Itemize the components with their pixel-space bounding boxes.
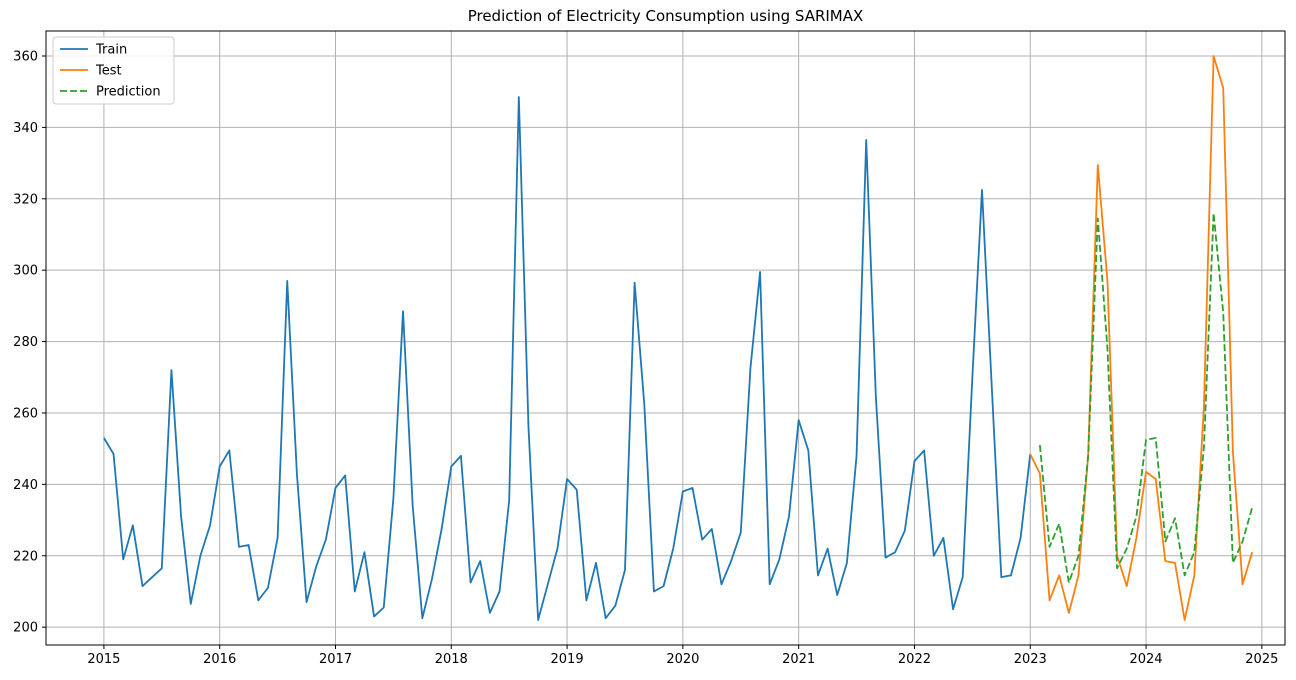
legend-box [52,36,175,105]
x-tick-label: 2024 [1129,652,1162,667]
legend-label-train: Train [95,43,127,58]
chart-title: Prediction of Electricity Consumption us… [468,7,864,25]
x-tick-label: 2017 [319,652,352,667]
y-tick-label: 360 [13,49,38,64]
x-axis: 2015 2016 2017 2018 2019 2020 2021 2022 2023 2024… [87,645,1278,667]
x-tick-label: 2019 [551,652,584,667]
y-tick-label: 200 [13,621,38,636]
x-tick-label: 2015 [87,652,120,667]
x-tick-label: 2021 [782,652,815,667]
y-tick-label: 260 [13,406,38,421]
x-tick-label: 2025 [1245,652,1278,667]
legend: Train Test Prediction [52,36,175,105]
x-tick-label: 2018 [435,652,468,667]
series-group [103,55,1254,621]
plot-frame [45,30,1286,646]
y-axis: 200 220 240 260 280 300 320 340 360 [13,49,46,636]
x-tick-label: 2020 [666,652,699,667]
y-tick-label: 220 [13,549,38,564]
legend-label-test: Test [95,64,122,79]
legend-label-prediction: Prediction [96,85,161,100]
x-tick-label: 2023 [1014,652,1047,667]
x-tick-label: 2016 [203,652,236,667]
y-tick-label: 240 [13,478,38,493]
y-tick-label: 320 [13,192,38,207]
y-tick-label: 280 [13,335,38,350]
y-tick-label: 340 [13,121,38,136]
series-line-train [103,96,1032,621]
series-line-prediction [1039,212,1254,584]
x-tick-label: 2022 [898,652,931,667]
y-tick-label: 300 [13,264,38,279]
series-line-test [1029,55,1254,621]
